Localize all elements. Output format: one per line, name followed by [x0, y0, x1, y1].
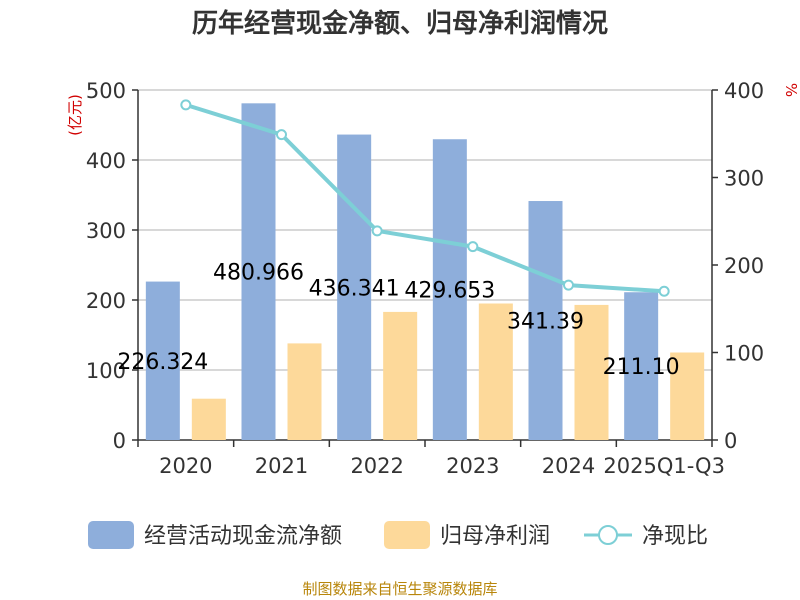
cash-flow-bar	[145, 281, 180, 440]
x-tick-label: 2021	[255, 454, 308, 478]
ratio-point	[467, 241, 479, 253]
cash-flow-bar	[528, 201, 563, 440]
cash-flow-bar	[241, 103, 276, 441]
net-profit-bar	[670, 352, 705, 440]
left-tick-label: 400	[86, 149, 126, 173]
left-tick-label: 500	[86, 79, 126, 103]
legend-swatch	[384, 521, 430, 549]
x-tick-label: 2022	[350, 454, 403, 478]
legend: 经营活动现金流净额 归母净利润 净现比	[88, 521, 708, 549]
x-tick-label: 2024	[542, 454, 595, 478]
right-tick-label: 400	[724, 79, 764, 103]
left-tick-label: 0	[113, 429, 126, 453]
legend-marker	[598, 525, 618, 545]
left-tick-label: 300	[86, 219, 126, 243]
bars	[145, 103, 705, 441]
cash-flow-bar	[624, 292, 659, 440]
right-tick-label: 100	[724, 342, 764, 366]
net-profit-bar	[574, 304, 609, 440]
net-profit-bar	[191, 398, 226, 440]
cash-flow-data-label: 211.10	[603, 355, 680, 380]
ratio-point	[276, 129, 287, 141]
ratio-point	[563, 279, 574, 291]
cash-flow-bar	[432, 139, 467, 440]
right-tick-label: 200	[724, 254, 764, 278]
legend-label: 净现比	[642, 524, 708, 549]
cash-flow-data-label: 226.324	[117, 350, 208, 375]
cash-flow-bar	[337, 134, 372, 441]
net-profit-bar	[383, 311, 418, 440]
axes: 0 100 200 300 400 500 0 100 200 300 400 2020 2021 202…	[86, 79, 764, 478]
ratio-line	[180, 99, 670, 297]
left-tick-label: 200	[86, 289, 126, 313]
net-profit-bar	[287, 343, 322, 440]
x-tick-label: 2020	[159, 454, 212, 478]
chart-title: 历年经营现金净额、归母净利润情况	[192, 8, 608, 39]
cash-flow-data-label: 436.341	[309, 276, 400, 301]
right-tick-label: 0	[724, 429, 737, 453]
x-tick-label: 2025Q1-Q3	[603, 454, 725, 478]
right-axis-unit: %	[782, 83, 800, 97]
x-tick-label: 2023	[446, 454, 499, 478]
legend-label: 经营活动现金流净额	[144, 524, 342, 549]
cash-flow-data-label: 429.653	[404, 279, 495, 304]
grid-lines	[138, 89, 712, 371]
cash-flow-data-label: 480.966	[213, 261, 304, 286]
ratio-point	[180, 99, 192, 111]
cash-flow-data-label: 341.39	[507, 310, 584, 335]
source-note: 制图数据来自恒生聚源数据库	[302, 580, 497, 598]
legend-label: 归母净利润	[440, 524, 550, 549]
ratio-point	[658, 285, 670, 297]
ratio-point	[371, 225, 383, 237]
left-tick-label: 100	[86, 359, 126, 383]
right-tick-label: 300	[724, 167, 764, 191]
ratio-polyline	[185, 102, 665, 294]
net-profit-bar	[478, 303, 513, 440]
legend-swatch	[88, 521, 134, 549]
left-axis-unit: (亿元)	[66, 94, 84, 136]
